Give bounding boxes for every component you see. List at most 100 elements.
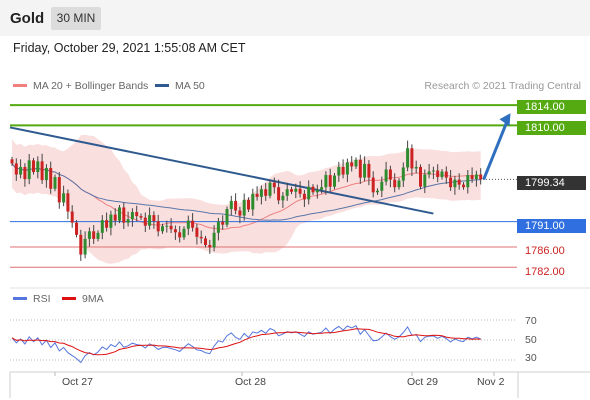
candle-body	[83, 238, 87, 255]
candle-body	[247, 199, 250, 210]
candle-body	[208, 244, 212, 248]
candle-body	[169, 225, 173, 230]
candle-body	[419, 166, 422, 187]
candle-body	[156, 221, 160, 232]
legend-swatch-rsi	[13, 297, 27, 300]
candle-body	[70, 211, 74, 223]
candle-body	[14, 163, 18, 175]
chart-datetime: Friday, October 29, 2021 1:55:08 AM CET	[13, 41, 246, 55]
candle-body	[113, 214, 117, 221]
candle-body	[315, 189, 319, 193]
candle-body	[345, 162, 349, 175]
legend-ma50: MA 50	[175, 80, 205, 92]
x-label-oct27: Oct 27	[62, 376, 93, 388]
candle-body	[393, 179, 397, 188]
rsi-tick-50: 50	[525, 334, 537, 346]
candle-body	[320, 187, 324, 190]
candle-body	[221, 221, 225, 225]
candle-body	[268, 182, 272, 196]
candle-body	[255, 193, 259, 197]
candle-body	[87, 231, 91, 239]
legend-swatch-ma50	[155, 84, 169, 87]
x-label-oct29: Oct 29	[407, 376, 438, 388]
ma50-line	[11, 163, 481, 221]
candle-body	[440, 171, 444, 178]
candle-body	[118, 207, 121, 221]
candle-body	[10, 159, 14, 164]
candle-body	[27, 160, 31, 180]
candle-body	[126, 219, 130, 223]
candle-body	[449, 177, 453, 188]
candle-body	[96, 232, 100, 239]
candle-body	[130, 212, 134, 220]
candle-body	[444, 171, 448, 178]
timeframe-button[interactable]: 30 MIN	[51, 7, 101, 30]
candle-body	[307, 186, 311, 200]
candle-body	[333, 175, 336, 187]
candle-body	[251, 193, 255, 210]
legend-ma20-bollinger: MA 20 + Bollinger Bands	[33, 80, 149, 92]
candle-body	[152, 215, 156, 222]
symbol-title: Gold	[10, 10, 45, 27]
legend-swatch-9ma	[62, 297, 76, 300]
candle-body	[367, 163, 371, 178]
candle-body	[388, 169, 392, 180]
candle-body	[466, 175, 470, 188]
price-label-1814: 1814.00	[517, 100, 586, 114]
candle-body	[62, 193, 66, 203]
candle-body	[341, 166, 345, 175]
price-label-1791: 1791.00	[517, 219, 586, 233]
rsi-line	[11, 325, 481, 364]
price-label-1786: 1786.00	[525, 245, 565, 257]
candle-body	[186, 220, 190, 229]
legend-9ma: 9MA	[82, 293, 104, 305]
candle-body	[79, 234, 83, 255]
x-label-oct28: Oct 28	[235, 376, 266, 388]
candle-body	[139, 216, 143, 218]
candle-body	[143, 217, 147, 226]
candle-body	[380, 181, 384, 191]
candle-body	[350, 162, 354, 167]
candle-body	[32, 160, 35, 173]
rsi-tick-30: 30	[525, 352, 537, 364]
candle-body	[397, 180, 401, 188]
candle-body	[182, 228, 186, 238]
candle-body	[479, 174, 483, 180]
candle-body	[324, 175, 328, 188]
resistance-trendline	[9, 126, 434, 215]
candle-body	[311, 186, 315, 193]
research-credit: Research © 2021 Trading Central	[424, 80, 581, 92]
candle-body	[92, 231, 96, 239]
candle-body	[75, 222, 78, 235]
candle-body	[234, 200, 238, 211]
forecast-arrow-line	[482, 119, 509, 180]
forecast-arrow-head	[499, 113, 511, 127]
legend-swatch-ma20	[13, 84, 27, 87]
candle-body	[66, 193, 70, 212]
candle-body	[410, 148, 414, 169]
candle-body	[53, 177, 57, 189]
candle-body	[238, 210, 242, 216]
candle-body	[165, 225, 169, 227]
candle-body	[105, 220, 109, 228]
candle-body	[363, 163, 367, 178]
candle-body	[100, 220, 104, 233]
candle-body	[216, 221, 220, 233]
candle-body	[36, 161, 40, 173]
candle-body	[384, 169, 388, 182]
candle-body	[57, 177, 61, 203]
candle-body	[178, 232, 182, 238]
candle-body	[109, 214, 113, 228]
candle-body	[40, 161, 44, 181]
candle-body	[264, 189, 268, 196]
candle-body	[294, 188, 298, 192]
candle-body	[135, 212, 139, 217]
candle-body	[242, 199, 246, 216]
candle-body	[427, 171, 431, 175]
candle-body	[406, 148, 410, 168]
candle-body	[358, 159, 362, 178]
candle-body	[195, 227, 199, 237]
candle-body	[423, 174, 427, 187]
current-price-label: 1799.34	[517, 176, 586, 190]
